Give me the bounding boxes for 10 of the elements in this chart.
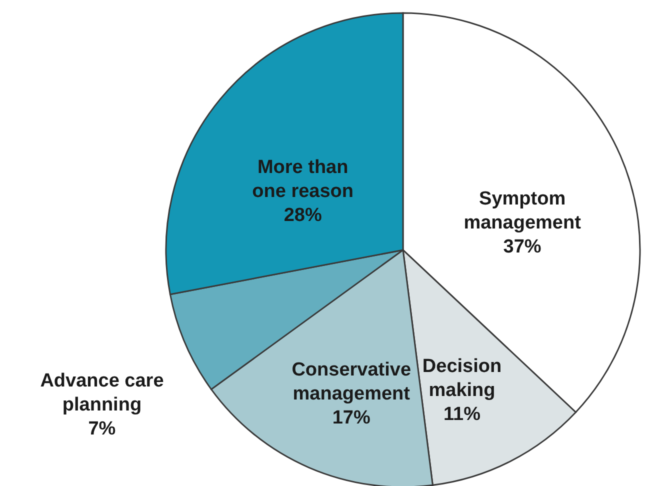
- data-label: 37%: [503, 236, 542, 258]
- slice-label: Advance care planning: [40, 370, 164, 416]
- data-label: 17%: [332, 407, 370, 428]
- data-label: 28%: [284, 205, 322, 226]
- data-label: 11%: [444, 404, 481, 425]
- data-label: 7%: [88, 418, 116, 440]
- slice-label: Decision making: [422, 356, 502, 401]
- slice-label: Conservative management: [292, 359, 412, 404]
- slice-label: Symptom management: [464, 188, 582, 234]
- slice-label: More than one reason: [252, 157, 354, 202]
